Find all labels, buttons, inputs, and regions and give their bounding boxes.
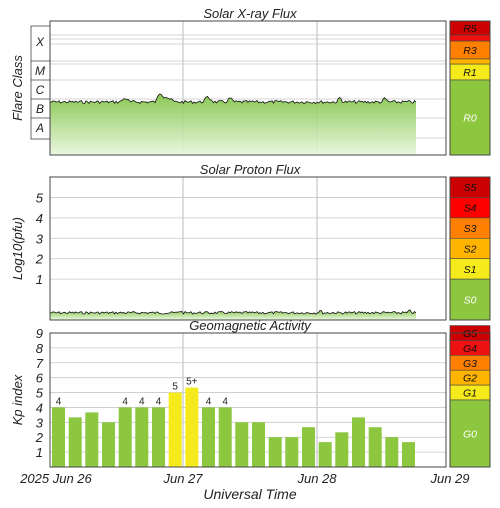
proton-y-tick-label: 4 bbox=[36, 211, 43, 226]
kp-bar-value-label: 4 bbox=[156, 396, 162, 407]
xray-plot-border bbox=[49, 20, 447, 156]
kp-bar bbox=[235, 422, 249, 467]
kp-bar bbox=[202, 407, 215, 467]
kp-bar bbox=[252, 422, 265, 467]
kp-bar bbox=[168, 392, 182, 467]
xray-scale-r3-label: R3 bbox=[463, 45, 477, 57]
x-axis-tick-label: Jun 28 bbox=[296, 471, 337, 486]
geomag-y-tick-label: 7 bbox=[36, 356, 44, 371]
proton-y-tick-label: 2 bbox=[35, 252, 44, 267]
geomag-y-axis-label: Kp index bbox=[10, 374, 25, 425]
proton-scale-s0-band bbox=[449, 278, 491, 321]
geomag-scale-g1-label: G1 bbox=[463, 388, 477, 400]
geomag-y-tick-label: 9 bbox=[36, 326, 43, 341]
xray-panel-title: Solar X-ray Flux bbox=[203, 6, 297, 21]
kp-bar bbox=[335, 432, 349, 467]
proton-scale-s0-label: S0 bbox=[464, 295, 477, 307]
x-axis-tick-label: Jun 29 bbox=[429, 471, 469, 486]
geomag-panel-title: Geomagnetic Activity bbox=[189, 318, 312, 333]
proton-plot-area bbox=[50, 177, 446, 320]
xray-scale-border bbox=[449, 20, 491, 156]
xray-flux-area bbox=[50, 94, 416, 155]
kp-bar bbox=[402, 442, 415, 467]
geomag-scale-g0-label: G0 bbox=[463, 429, 477, 441]
kp-bar bbox=[102, 422, 115, 467]
kp-bar bbox=[368, 427, 382, 467]
proton-panel-title: Solar Proton Flux bbox=[200, 162, 301, 177]
xray-class-b-label: B bbox=[36, 102, 44, 116]
kp-bar-value-label: 4 bbox=[56, 396, 62, 407]
geomag-y-tick-label: 4 bbox=[36, 400, 43, 415]
xray-class-c-label: C bbox=[36, 83, 45, 97]
proton-y-axis-label: Log10(pfu) bbox=[10, 217, 25, 280]
xray-scale-r5-label: R5 bbox=[463, 23, 477, 35]
proton-scale-s4-label: S4 bbox=[464, 203, 477, 215]
geomag-scale-g2-label: G2 bbox=[463, 373, 477, 385]
xray-class-a-label: A bbox=[35, 121, 44, 135]
kp-bar bbox=[385, 437, 399, 467]
xray-flux-line bbox=[49, 93, 417, 105]
xray-y-axis-label: Flare Class bbox=[10, 55, 25, 121]
kp-bar-value-label: 5+ bbox=[186, 377, 198, 388]
proton-y-tick-label: 3 bbox=[36, 231, 44, 246]
geomag-scale-g3-label: G3 bbox=[463, 358, 477, 370]
proton-scale-s2-label: S2 bbox=[464, 244, 477, 256]
kp-bar bbox=[285, 437, 299, 467]
geomag-y-tick-label: 8 bbox=[36, 341, 44, 356]
proton-plot-border bbox=[49, 176, 447, 321]
xray-scale-r4-band bbox=[449, 34, 491, 42]
geomag-scale-border bbox=[449, 332, 491, 468]
kp-bar bbox=[118, 407, 132, 467]
geomag-plot-border bbox=[49, 332, 447, 468]
geomag-y-tick-label: 5 bbox=[36, 386, 44, 401]
xray-class-x-label: X bbox=[35, 35, 45, 49]
kp-bar bbox=[152, 407, 165, 467]
geomag-y-tick-label: 2 bbox=[35, 430, 44, 445]
kp-bar bbox=[68, 417, 82, 467]
kp-bar bbox=[318, 442, 332, 467]
kp-bar bbox=[302, 427, 315, 467]
geomag-scale-g4-label: G4 bbox=[463, 343, 477, 355]
x-axis-title: Universal Time bbox=[203, 486, 296, 502]
xray-scale-r1-label: R1 bbox=[463, 67, 476, 79]
geomag-scale-g5-label: G5 bbox=[463, 328, 477, 340]
kp-bar-value-label: 4 bbox=[206, 396, 212, 407]
kp-bar bbox=[268, 437, 282, 467]
kp-bar bbox=[52, 407, 65, 467]
geomag-scale-g0-band bbox=[449, 399, 491, 468]
proton-flux-line bbox=[49, 309, 417, 315]
kp-bar bbox=[352, 417, 365, 467]
proton-scale-s5-label: S5 bbox=[464, 182, 477, 194]
kp-bar-value-label: 4 bbox=[222, 396, 228, 407]
proton-scale-border bbox=[449, 176, 491, 321]
kp-bar bbox=[85, 412, 99, 467]
geomag-y-tick-label: 6 bbox=[36, 371, 44, 386]
x-axis-tick-label: 2025 Jun 26 bbox=[19, 471, 92, 486]
xray-class-m-label: M bbox=[35, 64, 45, 78]
proton-scale-s3-label: S3 bbox=[464, 223, 477, 235]
xray-scale-r0-band bbox=[449, 79, 491, 156]
xray-scale-r0-label: R0 bbox=[463, 113, 477, 125]
x-axis-tick-label: Jun 27 bbox=[162, 471, 203, 486]
proton-y-tick-label: 5 bbox=[36, 190, 44, 205]
proton-y-tick-label: 1 bbox=[36, 272, 43, 287]
kp-bar-value-label: 4 bbox=[139, 396, 145, 407]
kp-bar-value-label: 4 bbox=[122, 396, 128, 407]
xray-scale-r2-band bbox=[449, 58, 491, 65]
kp-bar bbox=[185, 387, 199, 467]
kp-bar bbox=[218, 407, 232, 467]
proton-scale-s1-label: S1 bbox=[464, 264, 477, 276]
kp-bar bbox=[135, 407, 149, 467]
geomag-y-tick-label: 3 bbox=[36, 415, 44, 430]
geomag-y-tick-label: 1 bbox=[36, 445, 43, 460]
kp-bar-value-label: 5 bbox=[172, 382, 178, 393]
